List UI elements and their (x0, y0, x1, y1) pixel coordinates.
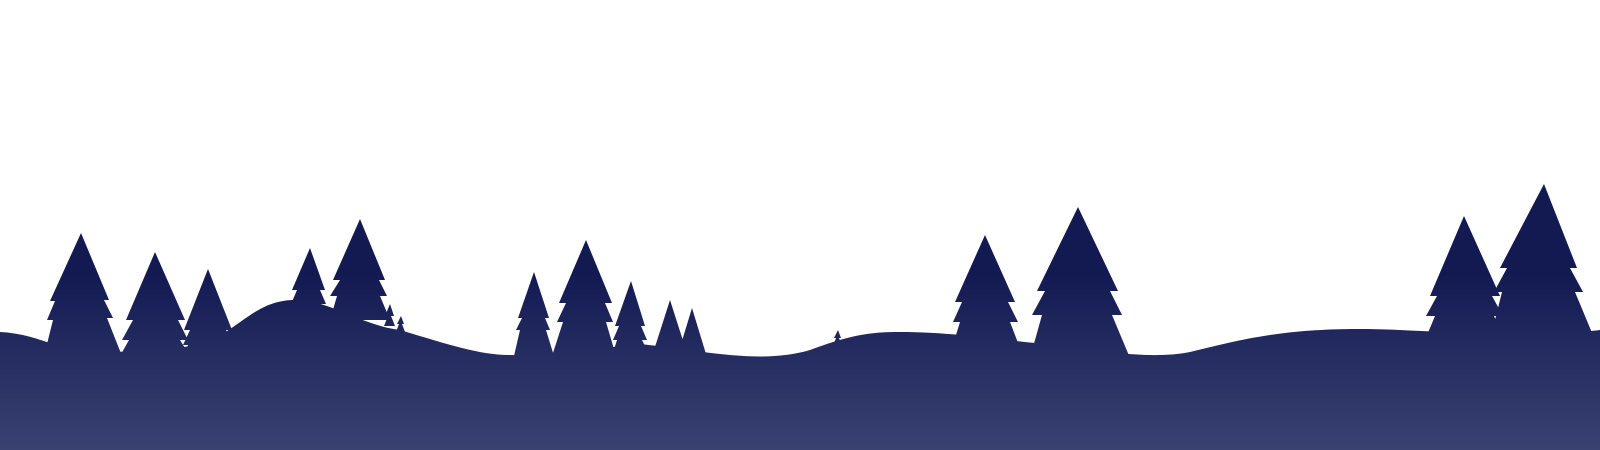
tree-right-2 (1030, 207, 1130, 358)
tree-center-2 (552, 240, 616, 356)
tree-hill-1 (290, 248, 328, 315)
tree-tiny-3 (833, 330, 842, 346)
tree-tiny-2 (396, 316, 405, 332)
tree-center-3 (612, 281, 650, 356)
hill-ground (0, 300, 1600, 450)
tree-hill-2 (330, 219, 390, 320)
tree-left-3 (183, 269, 236, 358)
tree-far-right-2 (1490, 184, 1595, 340)
tree-tiny-1 (384, 304, 395, 326)
tree-right-1 (952, 235, 1020, 348)
tree-left-2 (120, 252, 190, 356)
tree-far-right-1 (1425, 216, 1505, 340)
tree-center-1 (514, 272, 554, 356)
tree-center-4 (654, 300, 686, 350)
tree-left-1 (44, 233, 122, 356)
tree-center-5 (678, 308, 706, 354)
